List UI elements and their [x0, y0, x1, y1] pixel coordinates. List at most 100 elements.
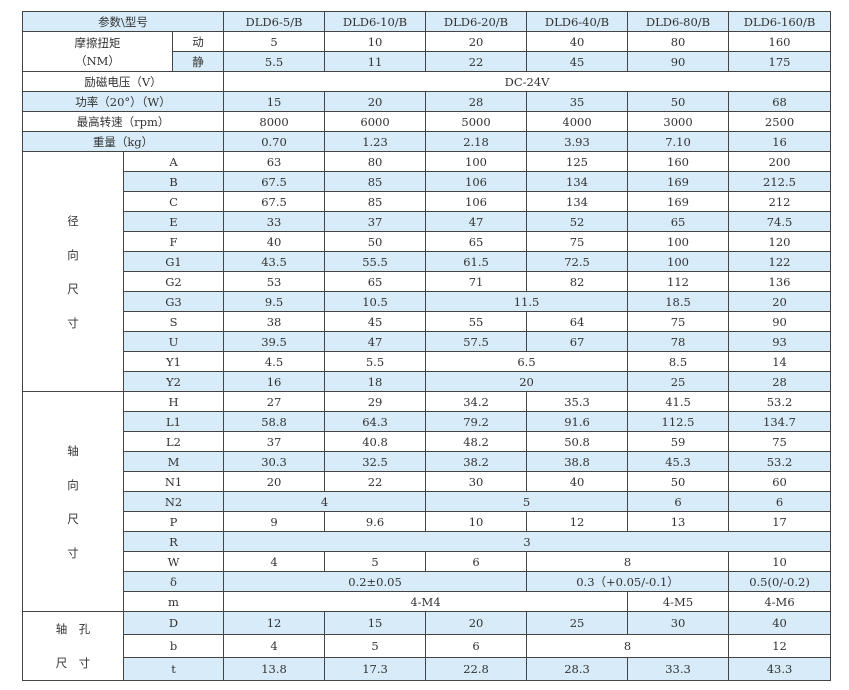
value-cell: 125 [526, 151, 629, 172]
table-row: Y2 16 18 20 25 28 [23, 371, 832, 392]
value-cell: 10.5 [324, 291, 427, 312]
dimension-label: N1 [122, 471, 225, 492]
value-cell: 6.5 [425, 351, 629, 372]
value-cell: 1.23 [324, 131, 427, 152]
dimension-label: G1 [122, 251, 225, 272]
dimension-label: A [122, 151, 225, 172]
value-cell: 106 [425, 191, 528, 212]
value-cell: 100 [627, 231, 730, 252]
value-cell: 20 [223, 471, 326, 492]
value-cell: 65 [324, 271, 427, 292]
value-cell: 10 [425, 511, 528, 532]
value-cell: 6000 [324, 111, 427, 132]
value-cell: 50 [324, 231, 427, 252]
value-cell: 6 [425, 551, 528, 572]
dimension-label: t [122, 657, 225, 681]
torque-sub-label: 静 [171, 51, 225, 72]
section-label-char: 径 [67, 213, 79, 228]
value-cell: 38.2 [425, 451, 528, 472]
value-cell: 53.2 [728, 451, 832, 472]
value-cell: 20 [324, 91, 427, 112]
value-cell: 6 [627, 491, 730, 512]
value-cell: 38 [223, 311, 326, 332]
value-cell: 18.5 [627, 291, 730, 312]
table-row: 轴 孔尺 寸 D 12 15 20 25 30 40 [22, 611, 832, 681]
model-header: DLD6-160/B [728, 11, 832, 32]
table-row: S 38 45 55 64 75 90 [23, 311, 832, 332]
dimension-label: D [122, 611, 225, 635]
table-row: 重量（kg） 0.70 1.23 2.18 3.93 7.10 16 [21, 131, 832, 152]
value-cell: 0.5(0/-0.2) [728, 571, 832, 592]
section-label-char: 向 [67, 247, 79, 262]
row-label: 功率（20°）（W） [21, 91, 225, 112]
section-label-char: 寸 [67, 545, 79, 560]
value-cell: 64.3 [324, 411, 427, 432]
value-cell: 8 [526, 634, 730, 658]
value-cell: 13 [627, 511, 730, 532]
value-cell: 8000 [223, 111, 326, 132]
value-cell: 106 [425, 171, 528, 192]
section-label-char: 尺 [67, 281, 79, 296]
value-cell: 35 [526, 91, 629, 112]
value-cell: 50 [627, 91, 730, 112]
table-row: t 13.8 17.3 22.8 28.3 33.3 43.3 [23, 657, 832, 681]
value-cell: 37 [324, 211, 427, 232]
table-row: 径向尺寸 A 63 80 100 125 160 200 [22, 151, 832, 392]
table-row: G1 43.5 55.5 61.5 72.5 100 122 [23, 251, 832, 272]
value-cell: 0.70 [223, 131, 326, 152]
value-cell: 45.3 [627, 451, 730, 472]
value-cell: 40 [526, 471, 629, 492]
value-cell: 4 [223, 551, 326, 572]
value-cell: 80 [627, 31, 730, 52]
dimension-label: b [122, 634, 225, 658]
value-cell: 20 [425, 371, 629, 392]
value-cell: 16 [223, 371, 326, 392]
table-row: 轴向尺寸 H 27 29 34.2 35.3 41.5 53.2 [22, 391, 832, 612]
value-cell: 6 [728, 491, 832, 512]
value-cell: 14 [728, 351, 832, 372]
value-cell: 3000 [627, 111, 730, 132]
dimension-label: E [122, 211, 225, 232]
value-cell: 122 [728, 251, 832, 272]
value-cell: 4 [223, 491, 427, 512]
value-cell: 4-M6 [728, 591, 832, 612]
value-cell: 134.7 [728, 411, 832, 432]
value-cell: 79.2 [425, 411, 528, 432]
value-cell: 9.5 [223, 291, 326, 312]
value-cell: 43.5 [223, 251, 326, 272]
value-cell: 85 [324, 191, 427, 212]
value-cell: 212 [728, 191, 832, 212]
dimension-label: Y2 [122, 371, 225, 392]
value-cell: 30 [425, 471, 528, 492]
value-cell: 4.5 [223, 351, 326, 372]
value-cell: 43.3 [728, 657, 832, 681]
value-cell: 0.3（+0.05/-0.1） [526, 571, 730, 592]
value-cell: 61.5 [425, 251, 528, 272]
section-label-char: 向 [67, 477, 79, 492]
table-row: L1 58.8 64.3 79.2 91.6 112.5 134.7 [23, 411, 832, 432]
dimension-label: B [122, 171, 225, 192]
value-cell: 52 [526, 211, 629, 232]
value-cell: 48.2 [425, 431, 528, 452]
value-cell: 59 [627, 431, 730, 452]
value-cell: 40 [223, 231, 326, 252]
table-row: W 4 5 6 8 10 [23, 551, 832, 572]
value-cell: 3 [223, 531, 832, 552]
value-cell: 47 [324, 331, 427, 352]
section-label-char: 尺 寸 [55, 656, 91, 670]
dimension-label: m [122, 591, 225, 612]
torque-label-text: 摩擦扭矩 [74, 35, 121, 50]
value-cell: 9.6 [324, 511, 427, 532]
value-cell: 67 [526, 331, 629, 352]
value-cell: 25 [627, 371, 730, 392]
value-cell: 8.5 [627, 351, 730, 372]
table-row: U 39.5 47 57.5 67 78 93 [23, 331, 832, 352]
dimension-label: N2 [122, 491, 225, 512]
value-cell: 22.8 [425, 657, 528, 681]
header-label: 参数\型号 [21, 11, 225, 32]
dimension-label: W [122, 551, 225, 572]
value-cell: 20 [728, 291, 832, 312]
value-cell: 100 [425, 151, 528, 172]
value-cell: 7.10 [627, 131, 730, 152]
value-cell: 28 [728, 371, 832, 392]
